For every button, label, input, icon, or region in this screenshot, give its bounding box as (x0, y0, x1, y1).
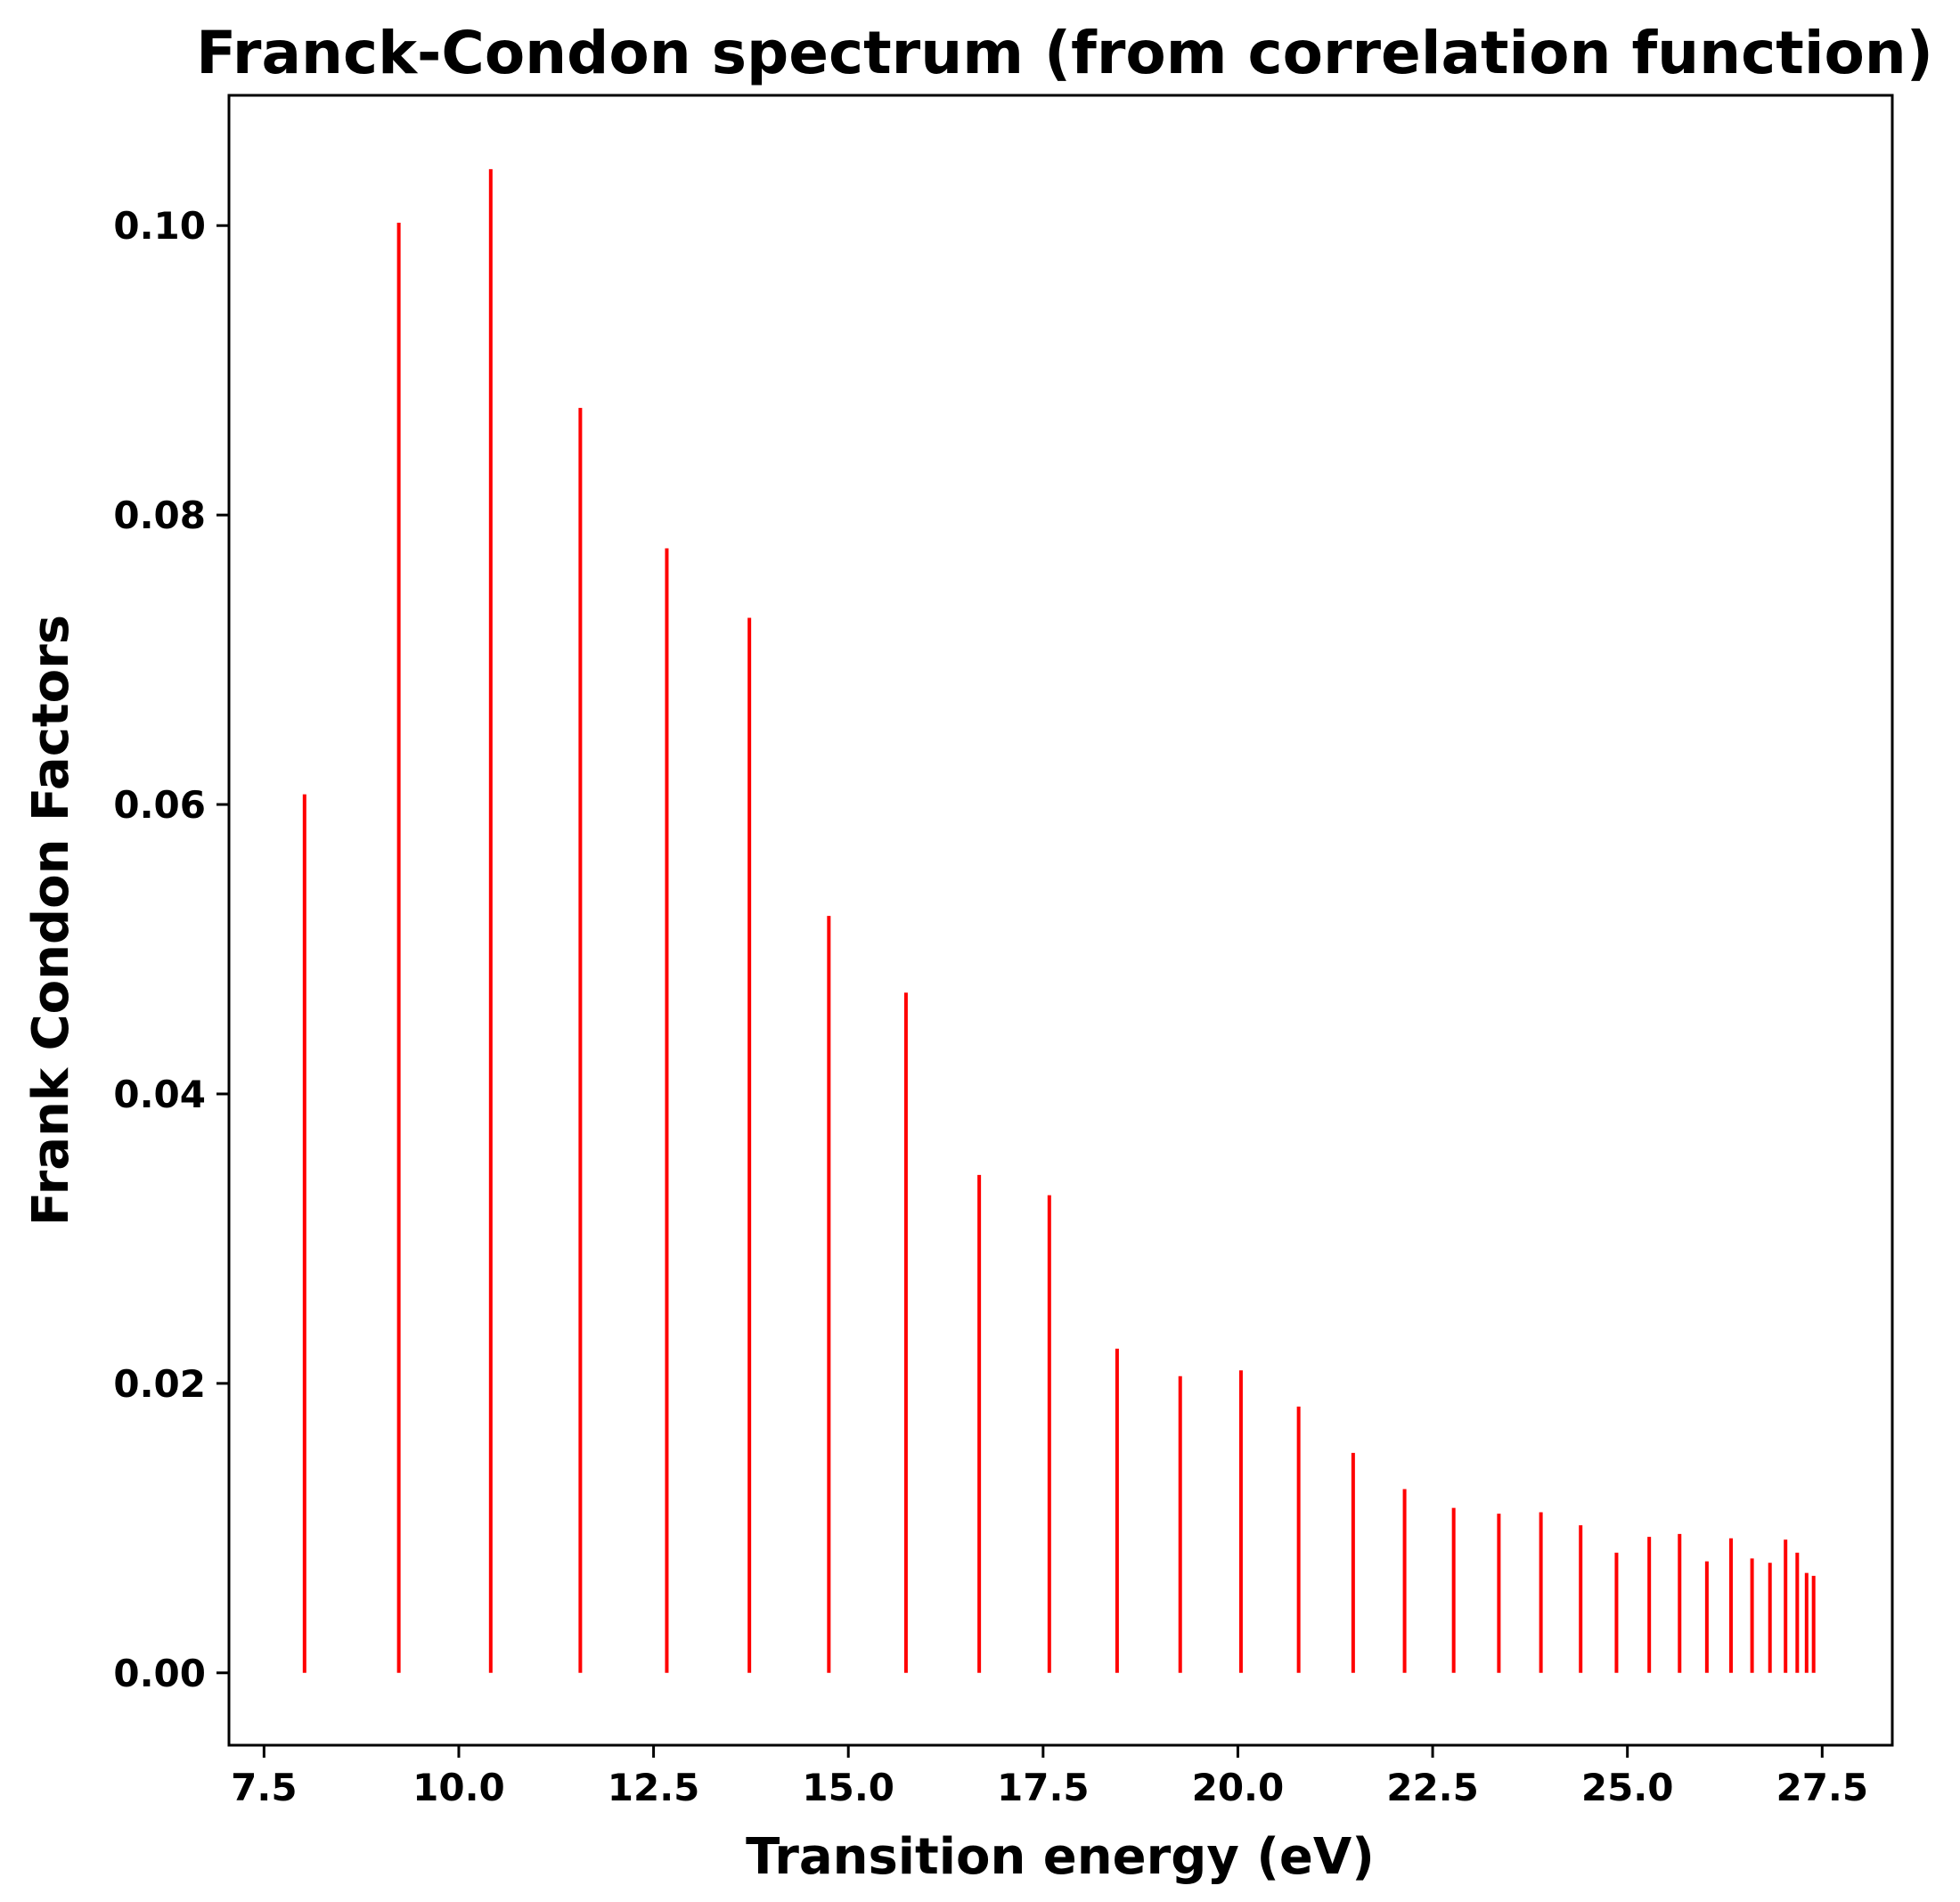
x-tick-label: 10.0 (412, 1766, 505, 1809)
x-tick-label: 25.0 (1581, 1766, 1674, 1809)
y-tick-label: 0.10 (113, 204, 206, 248)
x-tick-label: 12.5 (608, 1766, 700, 1809)
y-tick-label: 0.00 (113, 1652, 206, 1695)
x-axis: 7.5 10.0 12.5 15.0 17.5 20.0 22.5 25.0 27.5 (231, 1745, 1868, 1809)
x-tick-label: 17.5 (997, 1766, 1090, 1809)
x-tick-label: 22.5 (1386, 1766, 1479, 1809)
x-tick-label: 15.0 (802, 1766, 894, 1809)
y-tick-label: 0.08 (113, 494, 206, 537)
plot-frame (227, 94, 1894, 1747)
x-tick-label: 27.5 (1776, 1766, 1868, 1809)
chart-title: Franck-Condon spectrum (from correlation… (196, 19, 1933, 87)
y-tick-label: 0.04 (113, 1073, 206, 1116)
y-tick-label: 0.02 (113, 1362, 206, 1406)
y-tick-label: 0.06 (113, 783, 206, 827)
stick-series (302, 168, 1816, 1673)
y-axis-label: Frank Condon Factors (22, 615, 80, 1226)
y-axis: 0.00 0.02 0.04 0.06 0.08 0.10 (113, 204, 229, 1695)
x-tick-label: 7.5 (231, 1766, 297, 1809)
x-tick-label: 20.0 (1192, 1766, 1285, 1809)
x-axis-label: Transition energy (eV) (746, 1828, 1375, 1886)
